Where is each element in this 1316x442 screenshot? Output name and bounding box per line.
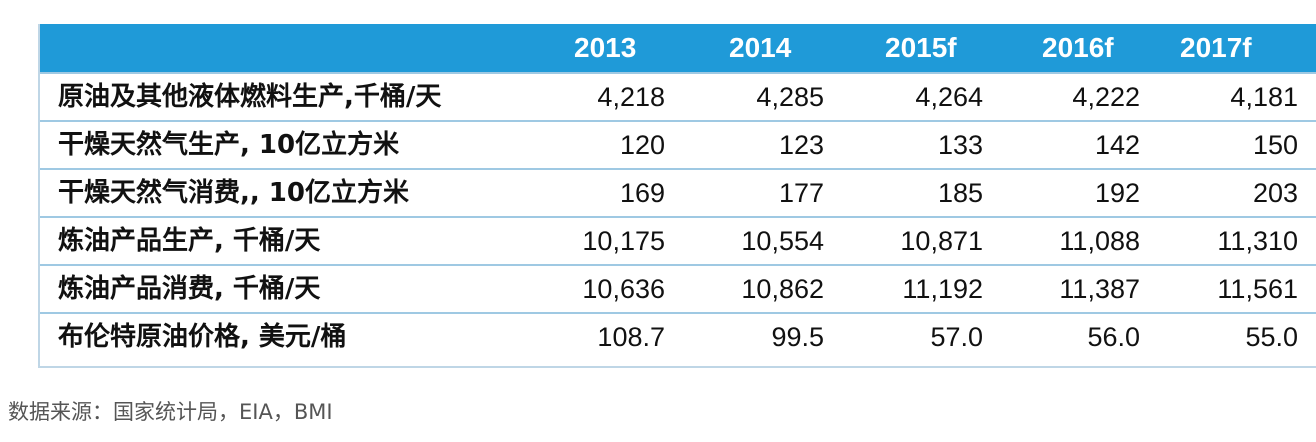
table-cell: 10,636	[582, 274, 665, 304]
table-cell: 10,554	[741, 226, 824, 256]
row-label: 原油及其他液体燃料生产,千桶/天	[58, 82, 442, 112]
table-row: 原油及其他液体燃料生产,千桶/天 4,218 4,285 4,264 4,222…	[40, 72, 1316, 120]
table-cell: 11,192	[902, 274, 983, 304]
table-cell: 11,387	[1059, 274, 1140, 304]
table-cell: 4,285	[756, 82, 824, 112]
table-cell: 185	[937, 178, 983, 208]
table-cell: 99.5	[771, 322, 824, 352]
table-cell: 57.0	[930, 322, 983, 352]
table-cell: 10,862	[741, 274, 824, 304]
table-row: 布伦特原油价格, 美元/桶 108.7 99.5 57.0 56.0 55.0	[40, 312, 1316, 360]
row-label: 干燥天然气生产, 10亿立方米	[58, 130, 400, 160]
table-cell: 169	[619, 178, 665, 208]
table-cell: 11,310	[1217, 226, 1298, 256]
table-cell: 177	[778, 178, 824, 208]
table-cell: 192	[1094, 178, 1140, 208]
row-label: 布伦特原油价格, 美元/桶	[58, 322, 347, 352]
column-header-2017f: 2017f	[1180, 32, 1252, 63]
table-cell: 120	[619, 130, 665, 160]
table-cell: 4,264	[915, 82, 983, 112]
table-row: 干燥天然气生产, 10亿立方米 120 123 133 142 150	[40, 120, 1316, 168]
table-cell: 11,561	[1217, 274, 1298, 304]
table-cell: 10,175	[582, 226, 665, 256]
column-header-2014: 2014	[729, 32, 792, 63]
table-cell: 4,218	[597, 82, 665, 112]
source-note: 数据来源：国家统计局，EIA，BMI	[8, 400, 333, 424]
column-header-2013: 2013	[574, 32, 637, 63]
table-cell: 11,088	[1059, 226, 1140, 256]
table-cell: 10,871	[900, 226, 983, 256]
table-cell: 123	[778, 130, 824, 160]
data-table: 2013 2014 2015f 2016f 2017f 原油及其他液体燃料生产,…	[38, 24, 1316, 368]
table-row: 干燥天然气消费,, 10亿立方米 169 177 185 192 203	[40, 168, 1316, 216]
table-row: 炼油产品消费, 千桶/天 10,636 10,862 11,192 11,387…	[40, 264, 1316, 312]
table-cell: 203	[1252, 178, 1298, 208]
row-label: 炼油产品生产, 千桶/天	[58, 226, 321, 256]
table-cell: 4,222	[1072, 82, 1140, 112]
row-label: 炼油产品消费, 千桶/天	[58, 274, 321, 304]
table-cell: 4,181	[1230, 82, 1298, 112]
table-row: 炼油产品生产, 千桶/天 10,175 10,554 10,871 11,088…	[40, 216, 1316, 264]
column-header-2016f: 2016f	[1042, 32, 1114, 63]
table-cell: 56.0	[1087, 322, 1140, 352]
table-cell: 108.7	[597, 322, 665, 352]
table-cell: 150	[1252, 130, 1298, 160]
table-cell: 55.0	[1245, 322, 1298, 352]
table-cell: 133	[937, 130, 983, 160]
column-header-2015f: 2015f	[885, 32, 957, 63]
table-header-row: 2013 2014 2015f 2016f 2017f	[40, 24, 1316, 72]
table-cell: 142	[1094, 130, 1140, 160]
row-label: 干燥天然气消费,, 10亿立方米	[58, 178, 409, 208]
